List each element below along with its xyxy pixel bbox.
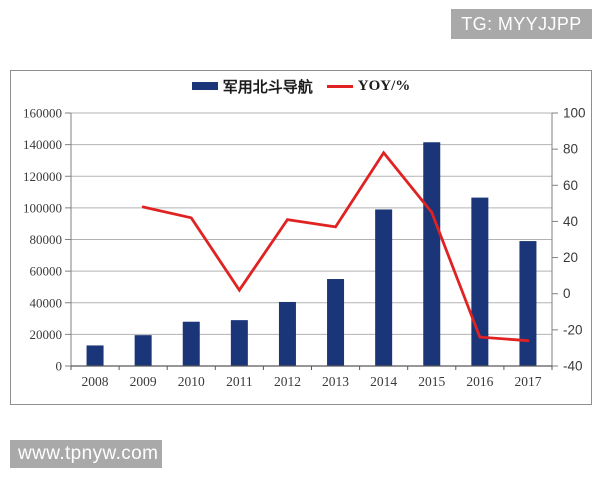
x-axis-label-2011: 2011 [226,374,253,389]
x-axis-label-2012: 2012 [274,374,301,389]
x-axis-label-2009: 2009 [130,374,157,389]
legend-line-swatch [326,84,353,88]
left-axis-tick-label: 160000 [23,106,62,121]
watermark-bottom-left: www.tpnyw.com [10,440,162,468]
right-axis-tick-label: 20 [563,250,578,265]
bar-2008 [86,345,104,366]
bar-2014 [375,209,393,366]
x-axis-label-2015: 2015 [418,374,445,389]
x-axis-label-2014: 2014 [370,374,397,389]
bar-2016 [471,197,489,366]
x-axis-label-2017: 2017 [514,374,541,389]
left-axis-tick-label: 60000 [30,264,63,279]
right-axis-tick-label: -20 [563,322,583,337]
x-axis-label-2016: 2016 [466,374,493,389]
right-axis-tick-label: 80 [563,142,578,157]
right-axis-tick-label: 60 [563,178,578,193]
right-axis-tick-label: 100 [563,106,586,121]
left-axis-tick-label: 40000 [30,295,63,310]
chart-area: 军用北斗导航 YOY/% 0 20000 40000 60000 80000 100000… [10,70,592,405]
bar-2009 [134,335,152,366]
chart-legend: 军用北斗导航 YOY/% [11,77,591,96]
right-axis-tick-label: -40 [563,359,583,374]
left-axis-tick-label: 80000 [30,232,63,247]
combo-chart: 0 20000 40000 60000 80000 100000 120000 140000 1… [23,106,586,390]
x-axis-label-2013: 2013 [322,374,349,389]
right-axis-tick-label: 40 [563,214,578,229]
bar-2017 [519,241,537,366]
watermark-bottom-text: www.tpnyw.com [18,443,159,464]
bar-2015 [423,142,441,366]
bar-2013 [327,279,345,366]
watermark-top-right: TG: MYYJJPP [451,9,592,39]
left-axis-tick-label: 140000 [23,137,62,152]
bar-2012 [278,301,296,366]
x-axis-label-2008: 2008 [82,374,109,389]
legend-bar-swatch [191,82,218,90]
left-axis-tick-label: 0 [56,359,63,374]
x-axis-label-2010: 2010 [178,374,205,389]
bar-2010 [182,321,200,366]
right-axis-tick-label: 0 [563,286,571,301]
yoy-line [141,150,530,343]
watermark-top-text: TG: MYYJJPP [461,13,582,34]
legend-line-label: YOY/% [357,77,411,94]
bar-2011 [230,320,248,366]
left-axis-tick-label: 20000 [30,327,63,342]
legend-bar-label: 军用北斗导航 [222,79,313,96]
left-axis-tick-label: 100000 [23,200,62,215]
left-axis-tick-label: 120000 [23,169,62,184]
